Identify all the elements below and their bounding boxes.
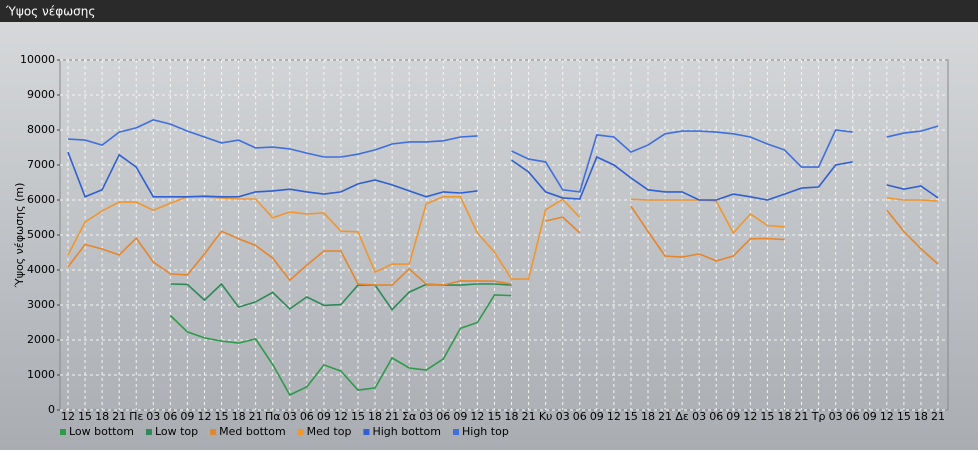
x-tick-label: 21	[931, 410, 945, 423]
series-line	[67, 119, 939, 193]
x-tick-label: 15	[215, 410, 229, 423]
y-tick-label: 3000	[27, 298, 55, 311]
x-tick-label: 12	[470, 410, 484, 423]
x-tick-label: 18	[232, 410, 246, 423]
x-tick-label: 06	[846, 410, 860, 423]
y-tick-label: 10000	[20, 53, 55, 66]
x-tick-label: 18	[777, 410, 791, 423]
x-tick-label: 06	[436, 410, 450, 423]
x-tick-label: 03	[419, 410, 433, 423]
legend-label: Med bottom	[219, 425, 286, 438]
window-title: Ύψος νέφωσης	[5, 5, 95, 19]
x-tick-label: 12	[880, 410, 894, 423]
y-tick-label: 6000	[27, 193, 55, 206]
legend-swatch	[210, 429, 217, 435]
x-tick-label: 03	[146, 410, 160, 423]
legend-label: High top	[462, 425, 509, 438]
x-tick-label: 15	[760, 410, 774, 423]
x-tick-label: 09	[863, 410, 877, 423]
x-tick-label: 21	[522, 410, 536, 423]
x-tick-label: 21	[112, 410, 126, 423]
x-tick-label: 06	[709, 410, 723, 423]
x-tick-label: 15	[487, 410, 501, 423]
series-line	[67, 151, 939, 201]
x-tick-label: 18	[368, 410, 382, 423]
x-tick-label: 09	[180, 410, 194, 423]
y-axis-label: Ύψος νέφωσης (m)	[13, 183, 26, 289]
legend-swatch	[145, 429, 152, 435]
x-tick-label: 09	[590, 410, 604, 423]
x-tick-label: 18	[95, 410, 109, 423]
x-tick-label: 03	[692, 410, 706, 423]
y-tick-label: 8000	[27, 123, 55, 136]
x-tick-label: 12	[743, 410, 757, 423]
series-line	[67, 205, 939, 286]
y-tick-label: 7000	[27, 158, 55, 171]
x-tick-label: 15	[78, 410, 92, 423]
legend-label: Low top	[155, 425, 198, 438]
x-tick-label: Σα	[402, 410, 416, 423]
x-tick-label: 09	[726, 410, 740, 423]
x-tick-label: 12	[334, 410, 348, 423]
x-tick-label: 21	[385, 410, 399, 423]
x-tick-label: 21	[658, 410, 672, 423]
x-tick-label: 12	[197, 410, 211, 423]
title-bar	[0, 0, 978, 22]
series-line	[170, 282, 512, 311]
y-tick-label: 5000	[27, 228, 55, 241]
x-tick-label: 03	[283, 410, 297, 423]
legend-swatch	[297, 429, 304, 435]
x-tick-label: Πε	[129, 410, 143, 423]
x-tick-label: 18	[505, 410, 519, 423]
x-tick-label: 12	[607, 410, 621, 423]
x-tick-label: 18	[914, 410, 928, 423]
x-tick-label: 09	[453, 410, 467, 423]
x-tick-label: 18	[641, 410, 655, 423]
y-tick-label: 9000	[27, 88, 55, 101]
x-tick-label: 06	[573, 410, 587, 423]
series-line	[169, 294, 512, 396]
x-tick-label: 03	[829, 410, 843, 423]
y-tick-label: 1000	[27, 368, 55, 381]
legend-swatch	[60, 429, 66, 435]
y-tick-label: 0	[48, 403, 55, 416]
y-tick-label: 4000	[27, 263, 55, 276]
x-tick-label: 21	[795, 410, 809, 423]
x-tick-label: 06	[300, 410, 314, 423]
legend-swatch	[453, 429, 459, 435]
x-tick-label: Δε	[675, 410, 689, 423]
x-tick-label: Κυ	[539, 410, 553, 423]
x-tick-label: 21	[249, 410, 263, 423]
legend-swatch	[363, 429, 370, 435]
x-tick-label: 12	[61, 410, 75, 423]
x-tick-label: 15	[624, 410, 638, 423]
x-tick-label: 15	[897, 410, 911, 423]
x-tick-label: 06	[163, 410, 177, 423]
y-tick-label: 2000	[27, 333, 55, 346]
legend-label: High bottom	[372, 425, 441, 438]
x-tick-label: 15	[351, 410, 365, 423]
legend-label: Med top	[307, 425, 352, 438]
x-tick-label: Τρ	[811, 410, 826, 423]
x-tick-label: Πα	[265, 410, 281, 423]
legend-label: Low bottom	[69, 425, 134, 438]
x-tick-label: 09	[317, 410, 331, 423]
x-tick-label: 03	[556, 410, 570, 423]
